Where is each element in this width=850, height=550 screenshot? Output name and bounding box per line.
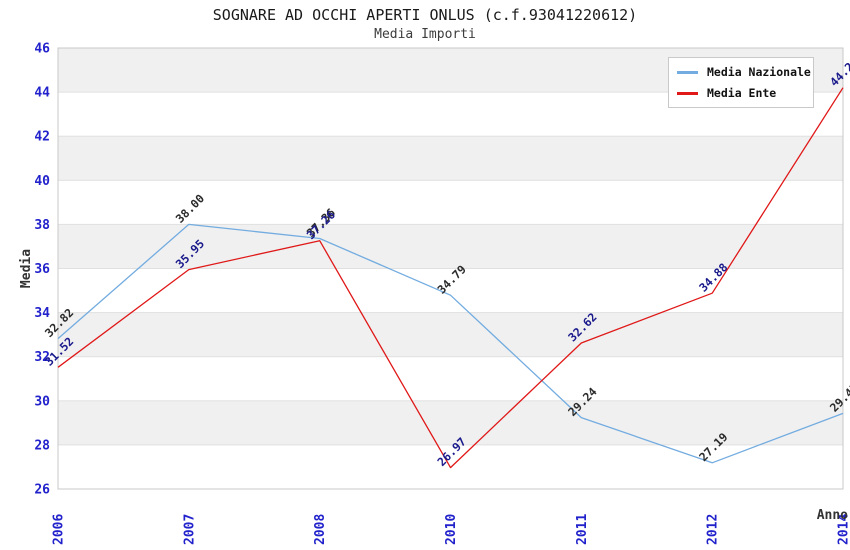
- chart-title: SOGNARE AD OCCHI APERTI ONLUS (c.f.93041…: [212, 6, 638, 24]
- y-tick-label: 32: [34, 350, 50, 365]
- x-tick-label: 2008: [313, 514, 328, 545]
- x-tick-label: 2011: [575, 514, 590, 545]
- y-tick-label: 34: [34, 306, 50, 321]
- legend-label: Media Nazionale: [707, 65, 811, 79]
- legend: Media Nazionale Media Ente: [668, 57, 814, 108]
- y-tick-label: 40: [34, 174, 50, 189]
- y-tick-label: 44: [34, 86, 50, 101]
- y-tick-label: 36: [34, 262, 50, 277]
- x-axis-title: Anno: [817, 508, 848, 523]
- legend-label: Media Ente: [707, 86, 777, 100]
- legend-item-media-ente: Media Ente: [677, 86, 805, 100]
- series-line-media-ente: [57, 87, 844, 469]
- plot-border: [57, 47, 844, 490]
- chart-subtitle: Media Importi: [374, 27, 476, 42]
- plot-band: [57, 135, 844, 181]
- media-ente-line-sample: [677, 91, 698, 95]
- x-tick-label: 2010: [444, 514, 459, 545]
- x-tick-label: 2014: [837, 514, 850, 545]
- x-tick-label: 2012: [706, 514, 721, 545]
- y-tick-label: 42: [34, 130, 50, 145]
- x-tick-label: 2007: [182, 514, 197, 545]
- plot-band: [57, 400, 844, 446]
- media-nazionale-line-sample: [677, 70, 698, 74]
- plot-band: [57, 223, 844, 269]
- plot-band: [57, 312, 844, 358]
- data-label-media-nazionale: 29.43: [827, 380, 850, 414]
- y-tick-label: 26: [34, 483, 50, 498]
- data-label-media-nazionale: 38.00: [173, 191, 207, 225]
- y-tick-label: 30: [34, 394, 50, 409]
- y-tick-label: 38: [34, 218, 50, 233]
- series-line-media-nazionale: [57, 223, 844, 464]
- y-tick-label: 46: [34, 42, 50, 57]
- legend-item-media-nazionale: Media Nazionale: [677, 65, 811, 79]
- y-axis-title: Media: [19, 249, 34, 288]
- y-tick-label: 28: [34, 438, 50, 453]
- x-tick-label: 2006: [52, 514, 67, 545]
